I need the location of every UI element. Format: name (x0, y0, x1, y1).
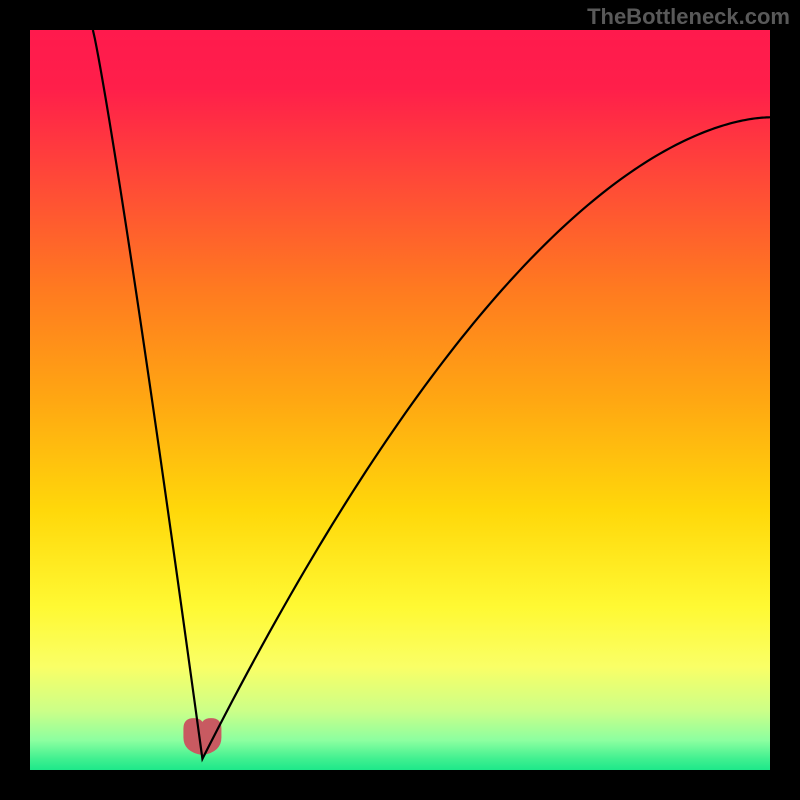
chart-svg (0, 0, 800, 800)
chart-container: TheBottleneck.com (0, 0, 800, 800)
watermark-text: TheBottleneck.com (587, 4, 790, 30)
plot-background (30, 30, 770, 770)
